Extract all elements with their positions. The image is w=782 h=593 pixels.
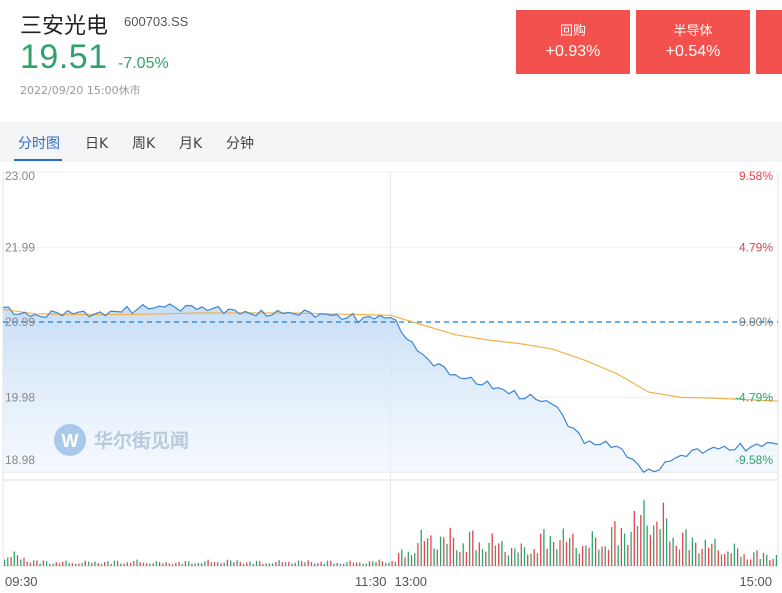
y-axis-label-right: -9.58% [735,453,773,467]
concept-tag-semiconductor[interactable]: 半导体 +0.54% [636,10,750,74]
market-timestamp: 2022/09/20 15:00休市 [20,84,141,97]
y-axis-label-right: 0.00% [739,315,773,329]
y-axis-label-right: 9.58% [739,169,773,183]
concept-tag-buyback[interactable]: 回购 +0.93% [516,10,630,74]
y-axis-label-left: 19.98 [5,390,35,404]
y-axis-label-right: -4.79% [735,390,773,404]
stock-name: 三安光电 [20,14,109,39]
price-line [2,303,779,473]
price-area-fill [3,304,778,473]
y-axis-label-left: 20.99 [5,315,35,329]
price-change: -7.05% [118,55,169,72]
y-axis-label-right: 4.79% [739,240,773,254]
x-axis-label: 09:30 [5,574,38,589]
tab-daily-k[interactable]: 日K [85,136,109,152]
active-tab-indicator [14,159,62,161]
stock-code: 600703.SS [124,14,189,29]
tag-value: +0.93% [545,43,601,60]
watermark-text: 华尔街见闻 [94,429,189,452]
y-axis-label-left: 23.00 [5,169,35,183]
y-axis-label-left: 21.99 [5,240,35,254]
x-axis-label: 13:00 [395,574,428,589]
concept-tag-partial[interactable] [756,10,782,74]
svg-text:W: W [62,431,79,451]
x-axis-label: 11:30 [355,574,387,589]
intraday-chart[interactable]: W 华尔街见闻 23.00 21.99 20.99 19.98 18.98 9.58% 4.… [0,162,782,593]
x-axis-label: 15:00 [739,574,772,589]
tab-minute[interactable]: 分钟 [226,136,254,152]
tab-weekly-k[interactable]: 周K [132,136,156,152]
current-price: 19.51 [20,38,108,76]
tag-name: 半导体 [673,24,713,39]
avg-price-line [2,308,779,402]
tag-name: 回购 [559,24,586,39]
tab-monthly-k[interactable]: 月K [179,136,203,152]
tag-value: +0.54% [665,43,721,60]
tab-intraday[interactable]: 分时图 [18,136,60,152]
chart-tabbar: 分时图 日K 周K 月K 分钟 [0,122,782,162]
watermark-logo: W 华尔街见闻 [54,424,189,456]
y-axis-label-left: 18.98 [5,453,35,467]
